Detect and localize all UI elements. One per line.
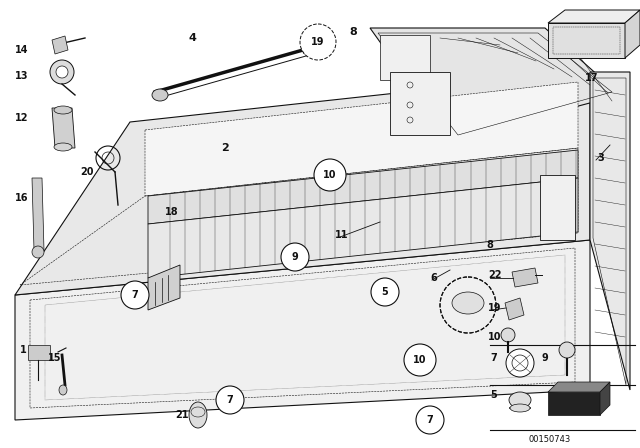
Ellipse shape (189, 402, 207, 428)
Polygon shape (548, 23, 625, 58)
Text: 13: 13 (15, 71, 29, 81)
Text: 7: 7 (427, 415, 433, 425)
Polygon shape (505, 298, 524, 320)
Polygon shape (15, 72, 590, 295)
Text: 7: 7 (490, 353, 497, 363)
Circle shape (559, 342, 575, 358)
Text: 5: 5 (490, 390, 497, 400)
Text: 8: 8 (349, 27, 357, 37)
Polygon shape (15, 240, 590, 420)
Ellipse shape (54, 106, 72, 114)
Text: 10: 10 (323, 170, 337, 180)
Text: 6: 6 (430, 273, 436, 283)
Text: 14: 14 (15, 45, 29, 55)
Text: 4: 4 (188, 33, 196, 43)
Polygon shape (548, 382, 610, 392)
Polygon shape (28, 345, 50, 360)
Polygon shape (548, 392, 600, 415)
Ellipse shape (152, 89, 168, 101)
Polygon shape (512, 268, 538, 287)
Circle shape (371, 278, 399, 306)
Ellipse shape (510, 404, 530, 412)
Text: 3: 3 (597, 153, 604, 163)
Circle shape (281, 243, 309, 271)
Text: 16: 16 (15, 193, 29, 203)
Circle shape (416, 406, 444, 434)
Text: 17: 17 (585, 73, 598, 83)
Circle shape (56, 66, 68, 78)
Polygon shape (148, 150, 578, 224)
Ellipse shape (452, 292, 484, 314)
Text: 8: 8 (486, 240, 493, 250)
Text: 12: 12 (15, 113, 29, 123)
Text: 21: 21 (175, 410, 189, 420)
Text: 10: 10 (488, 332, 502, 342)
Polygon shape (380, 35, 430, 80)
Ellipse shape (54, 143, 72, 151)
Text: 19: 19 (488, 303, 502, 313)
Text: 11: 11 (335, 230, 349, 240)
Polygon shape (148, 265, 180, 310)
Text: 5: 5 (381, 287, 388, 297)
Text: 18: 18 (165, 207, 179, 217)
Text: 10: 10 (413, 355, 427, 365)
Circle shape (300, 24, 336, 60)
Ellipse shape (59, 385, 67, 395)
Text: 22: 22 (488, 270, 502, 280)
Polygon shape (540, 175, 575, 240)
Circle shape (216, 386, 244, 414)
Circle shape (404, 344, 436, 376)
Circle shape (506, 349, 534, 377)
Polygon shape (32, 178, 44, 250)
Polygon shape (625, 10, 640, 58)
Polygon shape (148, 178, 578, 278)
Text: 00150743: 00150743 (529, 435, 571, 444)
Polygon shape (600, 382, 610, 415)
Circle shape (121, 281, 149, 309)
Text: 7: 7 (132, 290, 138, 300)
Circle shape (50, 60, 74, 84)
Polygon shape (52, 36, 68, 54)
Polygon shape (145, 82, 578, 196)
Text: 2: 2 (221, 143, 229, 153)
Text: 7: 7 (227, 395, 234, 405)
Circle shape (32, 246, 44, 258)
Ellipse shape (509, 392, 531, 408)
Text: 19: 19 (311, 37, 324, 47)
Ellipse shape (303, 47, 313, 55)
Text: 15: 15 (48, 353, 61, 363)
Text: 1: 1 (20, 345, 27, 355)
Text: 20: 20 (80, 167, 93, 177)
Text: 9: 9 (292, 252, 298, 262)
Polygon shape (390, 72, 450, 135)
Polygon shape (52, 108, 75, 148)
Polygon shape (590, 72, 630, 390)
Polygon shape (370, 28, 620, 140)
Circle shape (314, 159, 346, 191)
Text: 9: 9 (542, 353, 548, 363)
Polygon shape (548, 10, 640, 23)
Circle shape (501, 328, 515, 342)
